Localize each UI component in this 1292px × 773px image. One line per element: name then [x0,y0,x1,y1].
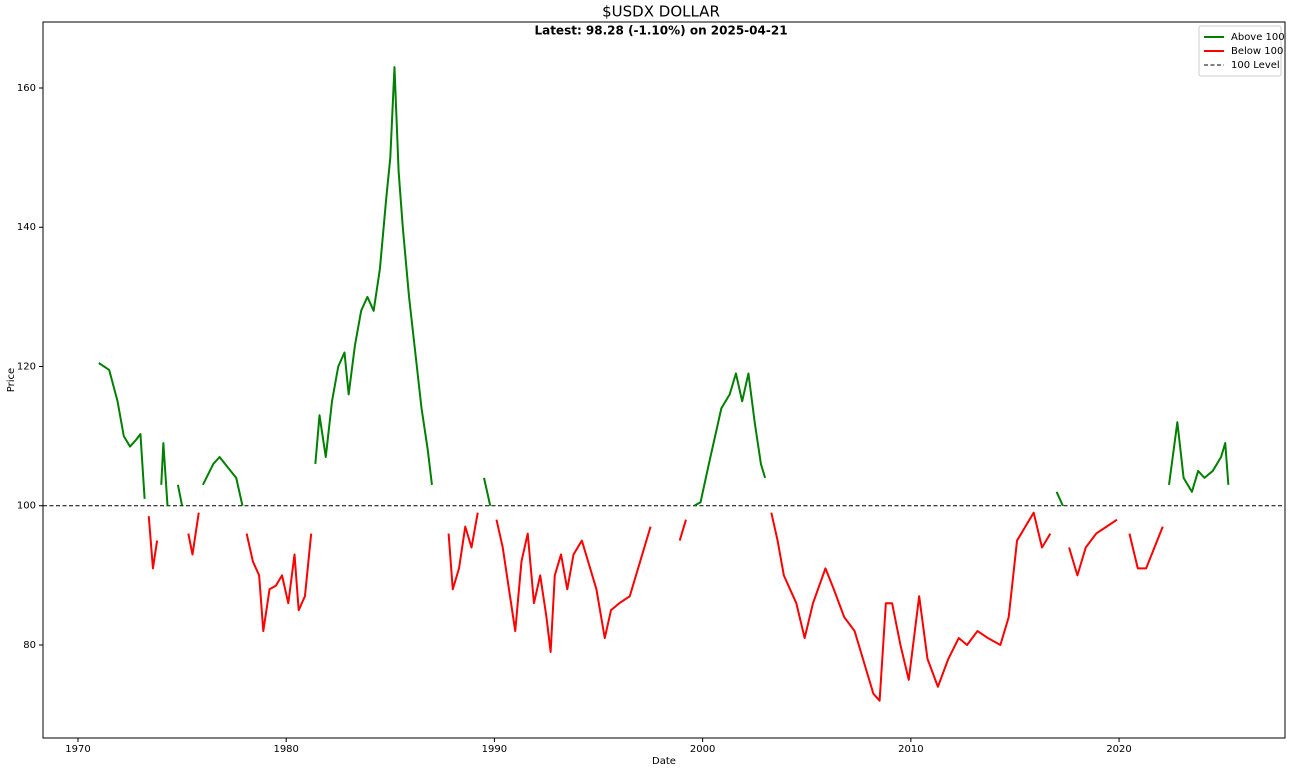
y-axis-label: Price [6,368,17,392]
plot-frame [42,21,1286,739]
x-tick-label: 1990 [482,744,507,755]
x-tick-label: 2010 [898,744,923,755]
legend-label: Above 100 [1231,32,1285,43]
legend: Above 100 Below 100 100 Level [1198,25,1285,77]
y-tick-label: 120 [17,361,36,372]
legend-label: 100 Level [1231,60,1280,71]
y-tick-label: 100 [17,501,36,512]
x-tick-label: 1980 [273,744,298,755]
chart-subtitle: Latest: 98.28 (-1.10%) on 2025-04-21 [534,24,787,38]
data-line [98,66,1230,507]
x-tick-label: 2000 [690,744,715,755]
y-tick-label: 160 [17,83,36,94]
y-tick-label: 140 [17,222,36,233]
x-tick-label: 1970 [65,744,90,755]
chart-title: $USDX DOLLAR [602,3,720,21]
x-axis-label: Date [652,756,676,767]
y-tick-label: 80 [23,640,36,651]
legend-label: Below 100 [1231,46,1283,57]
legend-box [1198,25,1282,77]
x-tick-label: 2020 [1106,744,1131,755]
